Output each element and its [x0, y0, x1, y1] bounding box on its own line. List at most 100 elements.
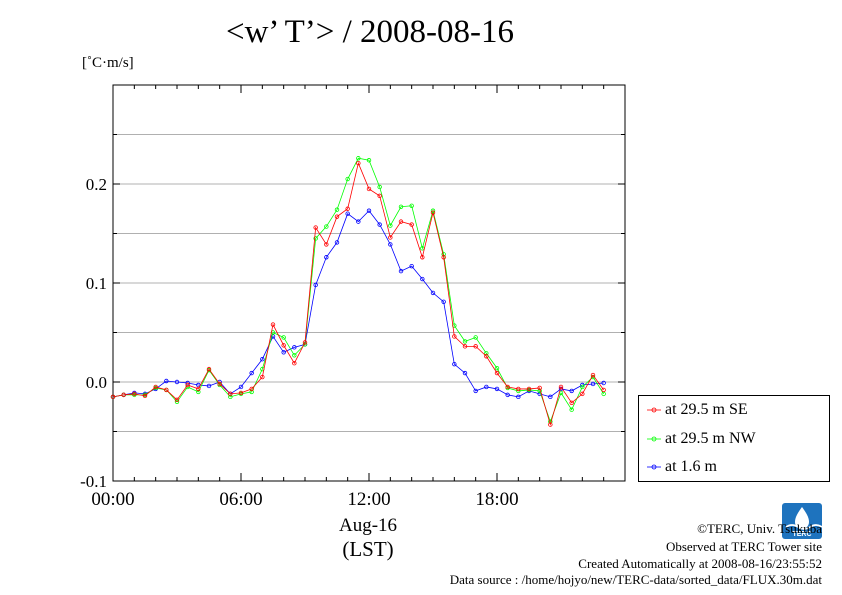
series-1-point [324, 224, 329, 229]
x-axis-date-label: Aug-16 [338, 515, 398, 536]
legend: at 29.5 m SE at 29.5 m NW at 1.6 m [638, 395, 830, 482]
series-1-point [484, 351, 489, 356]
legend-entry-nw: at 29.5 m NW [647, 428, 756, 450]
series-0-point [537, 385, 542, 391]
chart-title: <w’ T’> / 2008-08-16 [225, 14, 515, 50]
series-1-point [398, 204, 404, 209]
series-0-point [206, 366, 212, 372]
series-0-point [569, 400, 574, 405]
footer-site: Observed at TERC Tower site [665, 539, 822, 554]
series-2-point [356, 219, 361, 224]
series-2-point [569, 388, 574, 394]
series-2-point [206, 383, 212, 389]
series-1-point [580, 384, 585, 390]
legend-label-se: at 29.5 m SE [665, 401, 748, 418]
series-0-point [228, 391, 233, 397]
series-2-point [345, 211, 350, 216]
svg-text:TERC: TERC [792, 531, 811, 538]
series-1-point [356, 156, 361, 161]
series-2-point [398, 268, 404, 274]
series-0-point [164, 387, 169, 393]
series-0-point [526, 386, 532, 392]
series-0-point [356, 161, 361, 166]
series-2-point [484, 384, 489, 390]
series-1-point [388, 223, 393, 228]
series-0-point [132, 391, 137, 397]
series-2-point [548, 394, 553, 400]
series-0-point [590, 372, 596, 378]
series-0-point [345, 206, 350, 211]
series-0-point [420, 255, 425, 260]
footer-copyright: ©TERC, Univ. Tsukuba [697, 521, 822, 536]
series-1-point [430, 208, 436, 213]
y-tick-label: 0.1 [86, 274, 107, 293]
series-2-point [238, 384, 244, 390]
series-1-point [228, 394, 233, 400]
series-2-point [494, 386, 500, 392]
series-0-point [366, 186, 372, 192]
series-2-point [409, 263, 414, 269]
series-0-point [388, 235, 393, 240]
series-0-point [398, 219, 404, 224]
series-0-point [377, 193, 382, 199]
legend-label-nw: at 29.5 m NW [665, 430, 756, 447]
series-0-point [452, 334, 457, 339]
series-2-point [452, 361, 457, 367]
series-2-point [473, 388, 478, 394]
series-2-point [313, 282, 318, 288]
series-0-point [548, 422, 553, 427]
series-0-point [484, 354, 489, 359]
series-0-point [121, 392, 126, 398]
series-1-point [473, 335, 478, 340]
y-tick-label: -0.1 [80, 472, 107, 491]
legend-label-ground: at 1.6 m [665, 458, 717, 475]
series-1-point [494, 365, 500, 371]
x-tick-label: 18:00 [475, 489, 518, 510]
series-2-point [174, 379, 180, 385]
series-0-point [281, 343, 286, 348]
series-0-point [580, 391, 585, 397]
series-2-point [260, 357, 265, 362]
series-1-point [196, 389, 201, 395]
series-0-point [302, 340, 308, 345]
legend-entry-se: at 29.5 m SE [647, 399, 748, 421]
series-0-point [409, 222, 414, 227]
series-0-point [462, 344, 468, 349]
series-0-point [494, 370, 500, 376]
series-0-point [185, 382, 190, 388]
series-2-point [388, 242, 393, 247]
series-2-point [366, 208, 372, 213]
footer-source: Data source : /home/hojyo/new/TERC-data/… [449, 572, 822, 587]
series-0-point [174, 397, 180, 403]
series-0-point [270, 322, 276, 327]
series-0-point [196, 386, 201, 392]
series-line-2 [112, 210, 604, 398]
series-2-point [590, 381, 596, 387]
terc-logo: TERC [782, 503, 822, 539]
series-0-point [238, 390, 244, 396]
series-2-point [601, 380, 606, 386]
series-0-point [334, 214, 340, 219]
series-1-point [462, 339, 468, 344]
series-0-point [249, 386, 254, 392]
series-0-point [110, 394, 116, 400]
series-1-point [313, 236, 318, 241]
series-1-point [249, 389, 254, 395]
x-axis-timezone-label: (LST) [342, 537, 394, 561]
series-2-point [462, 370, 468, 376]
series-0-point [313, 225, 318, 230]
y-tick-label: 0.2 [86, 175, 107, 194]
series-line-0 [112, 161, 604, 427]
series-0-point [292, 360, 297, 366]
series-2-point [324, 255, 329, 260]
series-0-point [324, 242, 329, 247]
series-2-point [292, 345, 297, 350]
legend-entry-ground: at 1.6 m [647, 456, 717, 478]
series-2-point [430, 290, 436, 296]
series-0-point [142, 393, 148, 399]
series-2-point [516, 394, 521, 400]
legend-marker-ground [647, 464, 661, 470]
series-0-point [601, 387, 606, 393]
series-0-point [441, 255, 446, 260]
